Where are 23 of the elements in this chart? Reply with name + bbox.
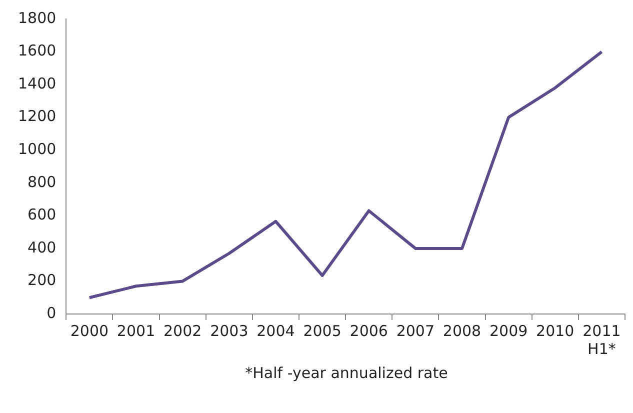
x-tick-label: 2006 (350, 322, 388, 340)
x-tick-label: 2000 (70, 322, 109, 340)
x-tick-label: 2003 (210, 322, 248, 340)
y-tick-label: 1200 (18, 107, 56, 126)
y-tick-label: 1000 (18, 140, 56, 158)
x-tick-label: 2011 H1* (582, 322, 621, 358)
y-tick-label: 1600 (18, 42, 56, 60)
y-tick-label: 0 (46, 304, 56, 322)
x-tick-label: 2010 (536, 322, 574, 340)
x-tick-label: 2007 (396, 322, 435, 340)
x-tick-label: 2009 (489, 322, 528, 340)
y-tick-label: 600 (28, 206, 56, 224)
x-tick-label: 2001 (116, 322, 156, 340)
y-tick-label: 400 (28, 238, 56, 256)
x-tick-label: 2002 (164, 322, 202, 340)
y-tick-label: 1800 (18, 8, 56, 27)
x-tick-label: 2004 (256, 322, 295, 340)
y-tick-label: 800 (28, 172, 56, 191)
y-tick-label: 200 (28, 271, 56, 290)
text: *Half -year annualized rate (244, 364, 449, 382)
y-tick-label: 1400 (18, 74, 56, 92)
x-tick-label: 2008 (442, 322, 482, 340)
x-tick-label: 2005 (303, 322, 342, 340)
